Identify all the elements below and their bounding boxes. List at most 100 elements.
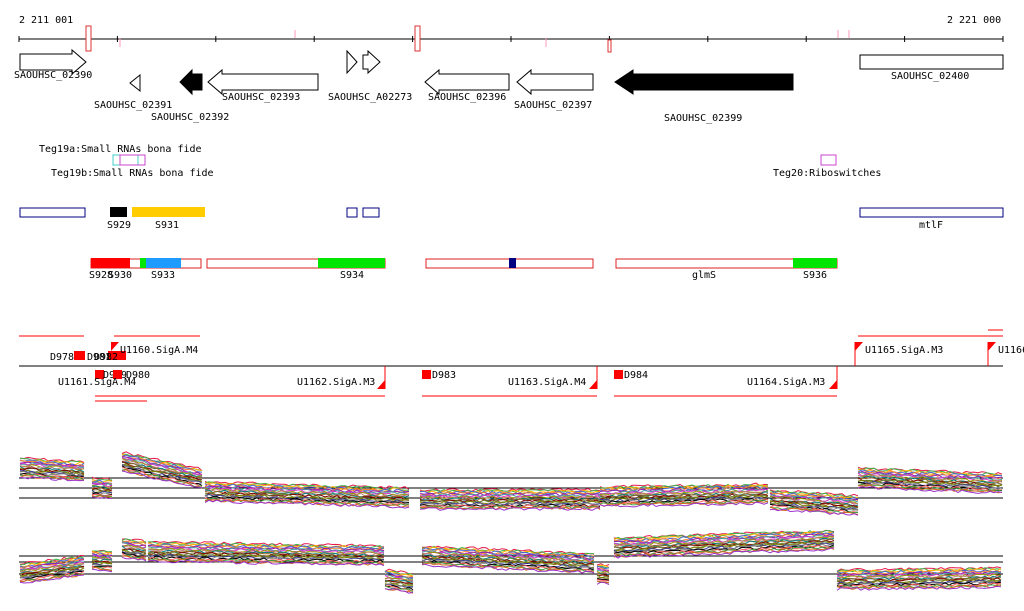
feature-label[interactable]: S929: [107, 220, 131, 231]
terminator-block[interactable]: [74, 351, 85, 360]
expression-line: [121, 555, 147, 561]
expression-line: [596, 579, 610, 582]
terminator-label[interactable]: D978: [50, 352, 74, 363]
promoter-label[interactable]: U1166: [998, 345, 1024, 356]
srna-label[interactable]: Teg20:Riboswitches: [773, 168, 881, 179]
expression-line: [121, 540, 147, 547]
gene-arrow[interactable]: [19, 48, 87, 76]
feature-segment[interactable]: [91, 258, 130, 268]
feature-box[interactable]: [110, 207, 127, 217]
gene-label[interactable]: SAOUHSC_A02273: [328, 92, 412, 103]
promoter-label[interactable]: U1161.SigA.M4: [58, 377, 136, 388]
feature-label[interactable]: S934: [340, 270, 364, 281]
expression-line: [147, 552, 385, 561]
ruler-marker[interactable]: [607, 39, 612, 53]
gene-label[interactable]: SAOUHSC_02391: [94, 100, 172, 111]
expression-line: [384, 588, 414, 594]
promoter-flag[interactable]: [111, 342, 119, 351]
expression-line: [147, 547, 385, 554]
ruler-marker[interactable]: [414, 25, 421, 52]
terminator-label[interactable]: D983: [432, 370, 456, 381]
expression-line: [384, 585, 414, 592]
terminator-block[interactable]: [95, 370, 104, 379]
terminator-block[interactable]: [108, 351, 126, 360]
promoter-flag[interactable]: [988, 342, 996, 351]
gene-arrow[interactable]: [207, 68, 319, 96]
promoter-flag[interactable]: [829, 380, 837, 389]
feature-box[interactable]: [132, 207, 205, 217]
feature-segment[interactable]: [146, 258, 181, 268]
gene-label[interactable]: SAOUHSC_02393: [222, 92, 300, 103]
gene-label[interactable]: SAOUHSC_02397: [514, 100, 592, 111]
gene-arrow[interactable]: [179, 68, 203, 96]
terminator-label[interactable]: D981: [87, 352, 111, 363]
gene-arrow[interactable]: [346, 49, 358, 75]
gene-arrow[interactable]: [362, 49, 381, 75]
expression-line: [419, 507, 601, 511]
promoter-label[interactable]: U1162.SigA.M3: [297, 377, 375, 388]
ruler-marker[interactable]: [85, 25, 92, 52]
feature-label[interactable]: S928: [89, 270, 113, 281]
srna-label[interactable]: Teg19b:Small RNAs bona fide: [51, 168, 214, 179]
expression-line: [596, 570, 610, 574]
promoter-flag[interactable]: [855, 342, 863, 351]
promoter-flag[interactable]: [377, 380, 385, 389]
expression-line: [121, 538, 147, 543]
expression-line: [421, 563, 595, 574]
expression-line: [599, 490, 769, 497]
gene-label[interactable]: SAOUHSC_02400: [891, 71, 969, 82]
feature-label[interactable]: S933: [151, 270, 175, 281]
srna-box[interactable]: [112, 154, 139, 166]
feature-label[interactable]: S930: [108, 270, 132, 281]
terminator-label[interactable]: D984: [624, 370, 648, 381]
feature-box[interactable]: [19, 207, 86, 218]
feature-label[interactable]: glmS: [692, 270, 716, 281]
terminator-block[interactable]: [422, 370, 431, 379]
expression-line: [419, 489, 601, 494]
gene-label[interactable]: SAOUHSC_02399: [664, 113, 742, 124]
gene-arrow[interactable]: [129, 73, 141, 93]
expression-line: [92, 556, 113, 562]
feature-box[interactable]: [362, 207, 380, 218]
promoter-flag[interactable]: [589, 380, 597, 389]
terminator-block[interactable]: [614, 370, 623, 379]
gene-arrow[interactable]: [614, 69, 794, 95]
gene-label[interactable]: SAOUHSC_02396: [428, 92, 506, 103]
expression-line: [121, 552, 147, 557]
expression-panel-bottom: [19, 529, 1003, 594]
feature-segment[interactable]: [793, 258, 837, 268]
srna-label[interactable]: Teg19a:Small RNAs bona fide: [39, 144, 202, 155]
feature-label[interactable]: S936: [803, 270, 827, 281]
feature-segment[interactable]: [140, 258, 146, 268]
feature-segment[interactable]: [318, 258, 385, 268]
srna-box[interactable]: [820, 154, 837, 166]
expression-line: [857, 472, 1003, 482]
expression-line: [421, 556, 595, 566]
terminator-label[interactable]: D980: [126, 370, 150, 381]
promoter-label[interactable]: U1160.SigA.M4: [120, 345, 198, 356]
gene-label[interactable]: SAOUHSC_02390: [14, 70, 92, 81]
expression-line: [613, 532, 835, 544]
terminator-block[interactable]: [113, 370, 122, 379]
feature-label[interactable]: S931: [155, 220, 179, 231]
feature-box[interactable]: [346, 207, 358, 218]
gene-arrow[interactable]: [859, 54, 1004, 70]
gene-arrow[interactable]: [424, 68, 510, 96]
gene-label[interactable]: SAOUHSC_02392: [151, 112, 229, 123]
expression-line: [596, 576, 610, 579]
terminator-label[interactable]: D982: [94, 352, 118, 363]
small-rna-track: Teg19a:Small RNAs bona fide Teg19b:Small…: [39, 144, 881, 179]
promoter-label[interactable]: U1164.SigA.M3: [747, 377, 825, 388]
feature-label[interactable]: mtlF: [919, 220, 943, 231]
promoter-label[interactable]: U1163.SigA.M4: [508, 377, 586, 388]
expression-line: [19, 460, 85, 468]
feature-box[interactable]: [859, 207, 1004, 218]
expression-line: [836, 575, 1002, 581]
srna-box[interactable]: [119, 154, 146, 166]
expression-line: [91, 558, 113, 562]
feature-segment[interactable]: [509, 258, 516, 268]
gene-arrow[interactable]: [516, 68, 594, 96]
expression-line: [121, 556, 147, 562]
end-coordinate: 2 221 000: [947, 15, 1001, 26]
promoter-label[interactable]: U1165.SigA.M3: [865, 345, 943, 356]
